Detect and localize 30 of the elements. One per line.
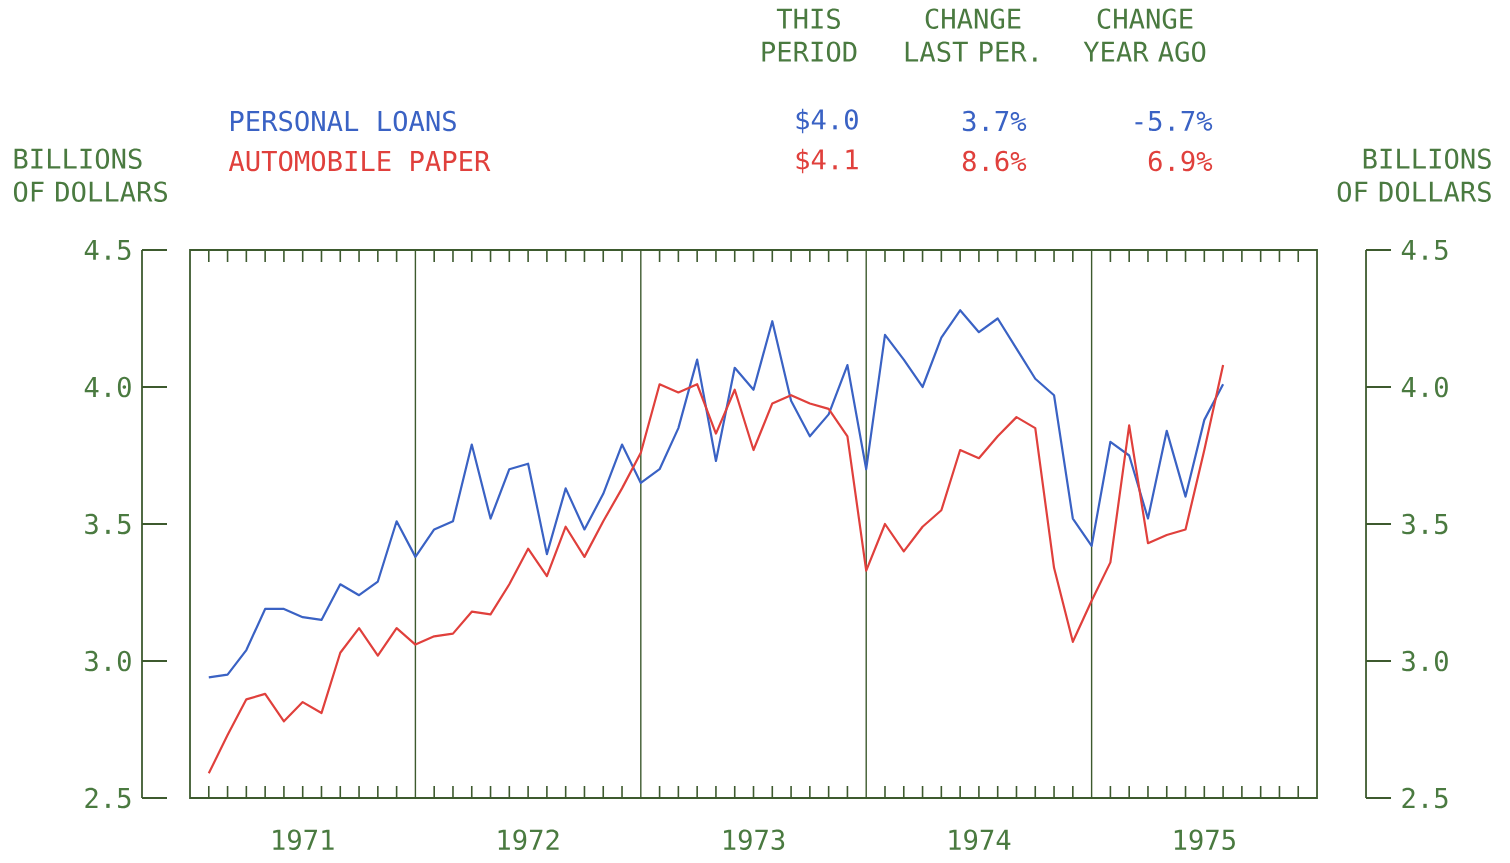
text: $4.1 [796,148,858,174]
text: 3.7% [962,110,1027,132]
text: $4.0 [796,108,858,134]
text: AUTOMOBILE PAPER [228,150,491,172]
y-tick-label: 4.5 [84,239,131,261]
y-axis-title: BILLIONS OF DOLLARS [13,148,168,202]
x-tick-label: 1974 [949,829,1011,851]
y-tick-label: 2.5 [85,787,131,809]
text: THIS PERIOD [762,8,857,62]
x-tick-label: 1971 [273,829,334,851]
y-tick-label: 4.0 [84,376,131,398]
y2-tick-label: 3.0 [1402,650,1448,672]
y2-tick-label: 4.5 [1401,239,1448,261]
x-tick-label: 1975 [1174,829,1235,851]
y2-tick-label: 3.5 [1402,513,1448,535]
y2-tick-label: 4.0 [1401,376,1448,398]
line-series [207,363,1225,775]
y2-axis-title: BILLIONS OF DOLLARS [1337,148,1491,202]
text: -5.7% [1135,110,1213,132]
x-tick-label: 1972 [498,829,559,851]
text: 6.9% [1148,150,1213,172]
line-series [207,309,1225,679]
text: PERSONAL LOANS [231,110,456,132]
y2-tick-label: 2.5 [1402,787,1448,809]
text: CHANGE LAST PER. [905,8,1037,62]
y-tick-label: 3.0 [85,650,131,672]
text: 8.6% [962,150,1027,172]
text: CHANGE YEAR AGO [1083,8,1206,62]
y-tick-label: 3.5 [85,513,131,535]
x-tick-label: 1973 [724,829,785,851]
